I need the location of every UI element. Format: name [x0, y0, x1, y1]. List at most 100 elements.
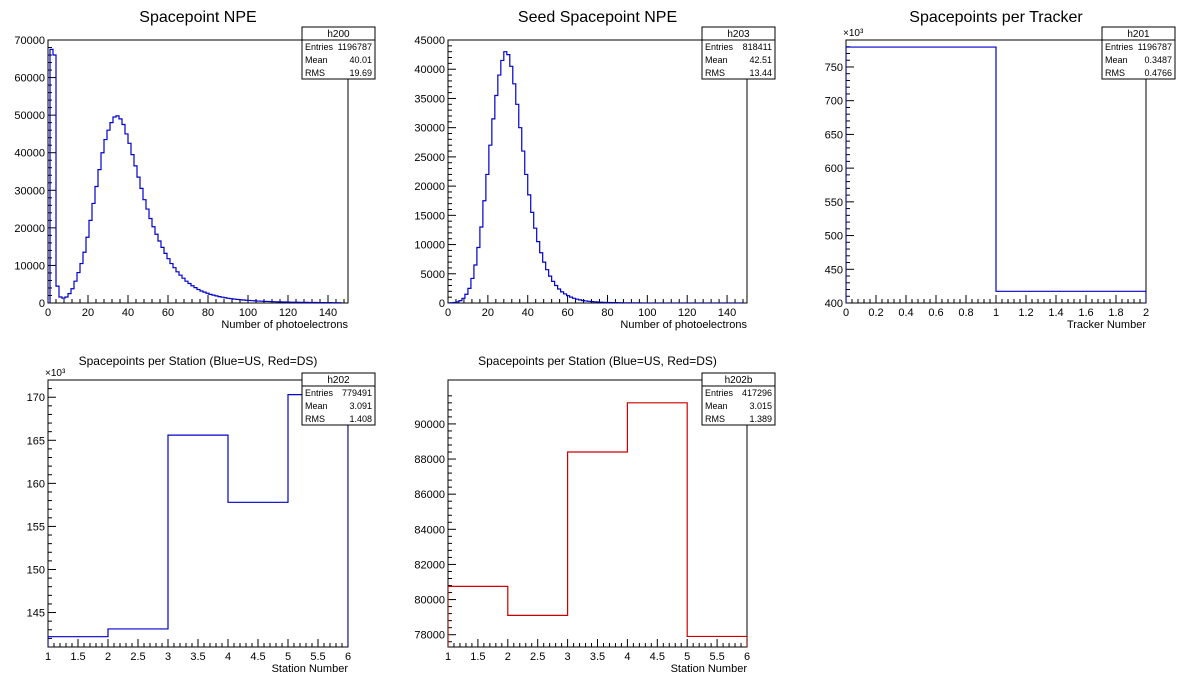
x-tick-label: 100: [638, 307, 656, 319]
y-multiplier: ×10³: [45, 368, 66, 379]
x-tick-label: 6: [744, 651, 750, 663]
y-tick-label: 165: [27, 435, 45, 447]
stats-value: 818411: [743, 42, 772, 52]
y-tick-label: 650: [825, 129, 843, 141]
y-tick-label: 78000: [414, 630, 445, 642]
plot-frame: [47, 39, 349, 304]
stats-box-name: h203: [727, 29, 750, 40]
x-tick-label: 40: [522, 307, 534, 319]
x-tick-label: 60: [561, 307, 573, 319]
histogram-line: [448, 402, 747, 647]
x-axis-label: Station Number: [671, 663, 748, 675]
chart-title: Seed Spacepoint NPE: [518, 9, 677, 26]
y-tick-label: 35000: [414, 93, 445, 105]
y-tick-label: 40000: [14, 148, 45, 160]
x-tick-label: 5.5: [709, 651, 724, 663]
x-tick-label: 80: [202, 307, 214, 319]
y-tick-label: 45000: [414, 35, 445, 47]
stats-label: RMS: [1105, 68, 1125, 78]
stats-label: Entries: [705, 42, 734, 52]
x-tick-label: 4.5: [650, 651, 665, 663]
y-tick-label: 90000: [414, 419, 445, 431]
chart-h202: Spacepoints per Station (Blue=US, Red=DS…: [27, 354, 376, 675]
x-tick-label: 100: [239, 307, 257, 319]
stats-box-name: h201: [1127, 29, 1150, 40]
y-tick-label: 550: [825, 197, 843, 209]
stats-label: Entries: [305, 388, 334, 398]
x-tick-label: 3.5: [190, 651, 205, 663]
x-axis-label: Number of photoelectrons: [620, 319, 747, 331]
x-axis-label: Tracker Number: [1067, 319, 1146, 331]
y-tick-label: 30000: [414, 123, 445, 135]
y-tick-label: 82000: [414, 559, 445, 571]
histogram-line: [48, 394, 348, 647]
x-tick-label: 1.5: [470, 651, 485, 663]
x-tick-label: 0.4: [898, 307, 913, 319]
stats-value: 42.51: [749, 55, 772, 65]
x-tick-label: 5.5: [310, 651, 325, 663]
y-tick-label: 0: [439, 298, 445, 310]
y-tick-label: 500: [825, 231, 843, 243]
y-tick-label: 20000: [14, 223, 45, 235]
y-tick-label: 10000: [414, 240, 445, 252]
x-tick-label: 3: [165, 651, 171, 663]
y-tick-label: 80000: [414, 595, 445, 607]
stats-box-frame: [301, 26, 376, 80]
stats-value: 1196787: [1138, 42, 1172, 52]
y-tick-label: 30000: [14, 185, 45, 197]
x-tick-label: 1.4: [1048, 307, 1063, 319]
y-tick-label: 150: [27, 564, 45, 576]
y-tick-label: 450: [825, 264, 843, 276]
stats-value: 1196787: [338, 42, 372, 52]
x-tick-label: 0: [843, 307, 849, 319]
y-tick-label: 600: [825, 163, 843, 175]
y-tick-label: 0: [39, 298, 45, 310]
stats-box-name: h200: [327, 29, 350, 40]
stats-box-frame: [1101, 26, 1176, 80]
plot-frame: [447, 39, 748, 304]
stats-value: 1.408: [349, 414, 372, 424]
x-axis-label: Station Number: [272, 663, 349, 675]
x-tick-label: 1: [445, 651, 451, 663]
x-tick-label: 2: [105, 651, 111, 663]
y-tick-label: 145: [27, 608, 45, 620]
x-tick-label: 2: [505, 651, 511, 663]
stats-value: 1.389: [749, 414, 772, 424]
x-tick-label: 3: [565, 651, 571, 663]
stats-value: 40.01: [349, 55, 372, 65]
stats-label: Entries: [305, 42, 334, 52]
stats-label: RMS: [305, 68, 325, 78]
y-tick-label: 700: [825, 96, 843, 108]
x-tick-label: 1.6: [1078, 307, 1093, 319]
stats-label: Mean: [705, 55, 728, 65]
x-tick-label: 5: [285, 651, 291, 663]
y-tick-label: 10000: [14, 260, 45, 272]
y-tick-label: 86000: [414, 489, 445, 501]
stats-box-name: h202: [327, 375, 350, 386]
y-tick-label: 20000: [414, 181, 445, 193]
chart-title: Spacepoints per Station (Blue=US, Red=DS…: [79, 354, 318, 368]
histogram-line: [449, 51, 744, 303]
x-tick-label: 40: [122, 307, 134, 319]
x-tick-label: 1.2: [1018, 307, 1033, 319]
x-tick-label: 140: [718, 307, 736, 319]
y-tick-label: 70000: [14, 35, 45, 47]
stats-value: 19.69: [349, 68, 372, 78]
stats-box: h202b Entries 417296 Mean 3.015 RMS 1.389: [701, 372, 776, 426]
chart-h203: Seed Spacepoint NPE 0 20 40 60 80 100 120 140 0 50…: [414, 9, 776, 331]
stats-label: Mean: [305, 55, 328, 65]
x-tick-label: 140: [319, 307, 337, 319]
histogram-line: [49, 48, 342, 303]
chart-title: Spacepoint NPE: [139, 9, 256, 26]
y-tick-label: 25000: [414, 152, 445, 164]
x-tick-label: 1.8: [1108, 307, 1123, 319]
y-tick-label: 155: [27, 521, 45, 533]
stats-box-frame: [301, 372, 376, 426]
x-tick-label: 4: [225, 651, 231, 663]
x-tick-label: 0: [445, 307, 451, 319]
stats-value: 0.3487: [1144, 55, 1172, 65]
stats-label: Mean: [705, 401, 728, 411]
x-tick-label: 60: [162, 307, 174, 319]
y-multiplier: ×10³: [843, 28, 864, 39]
